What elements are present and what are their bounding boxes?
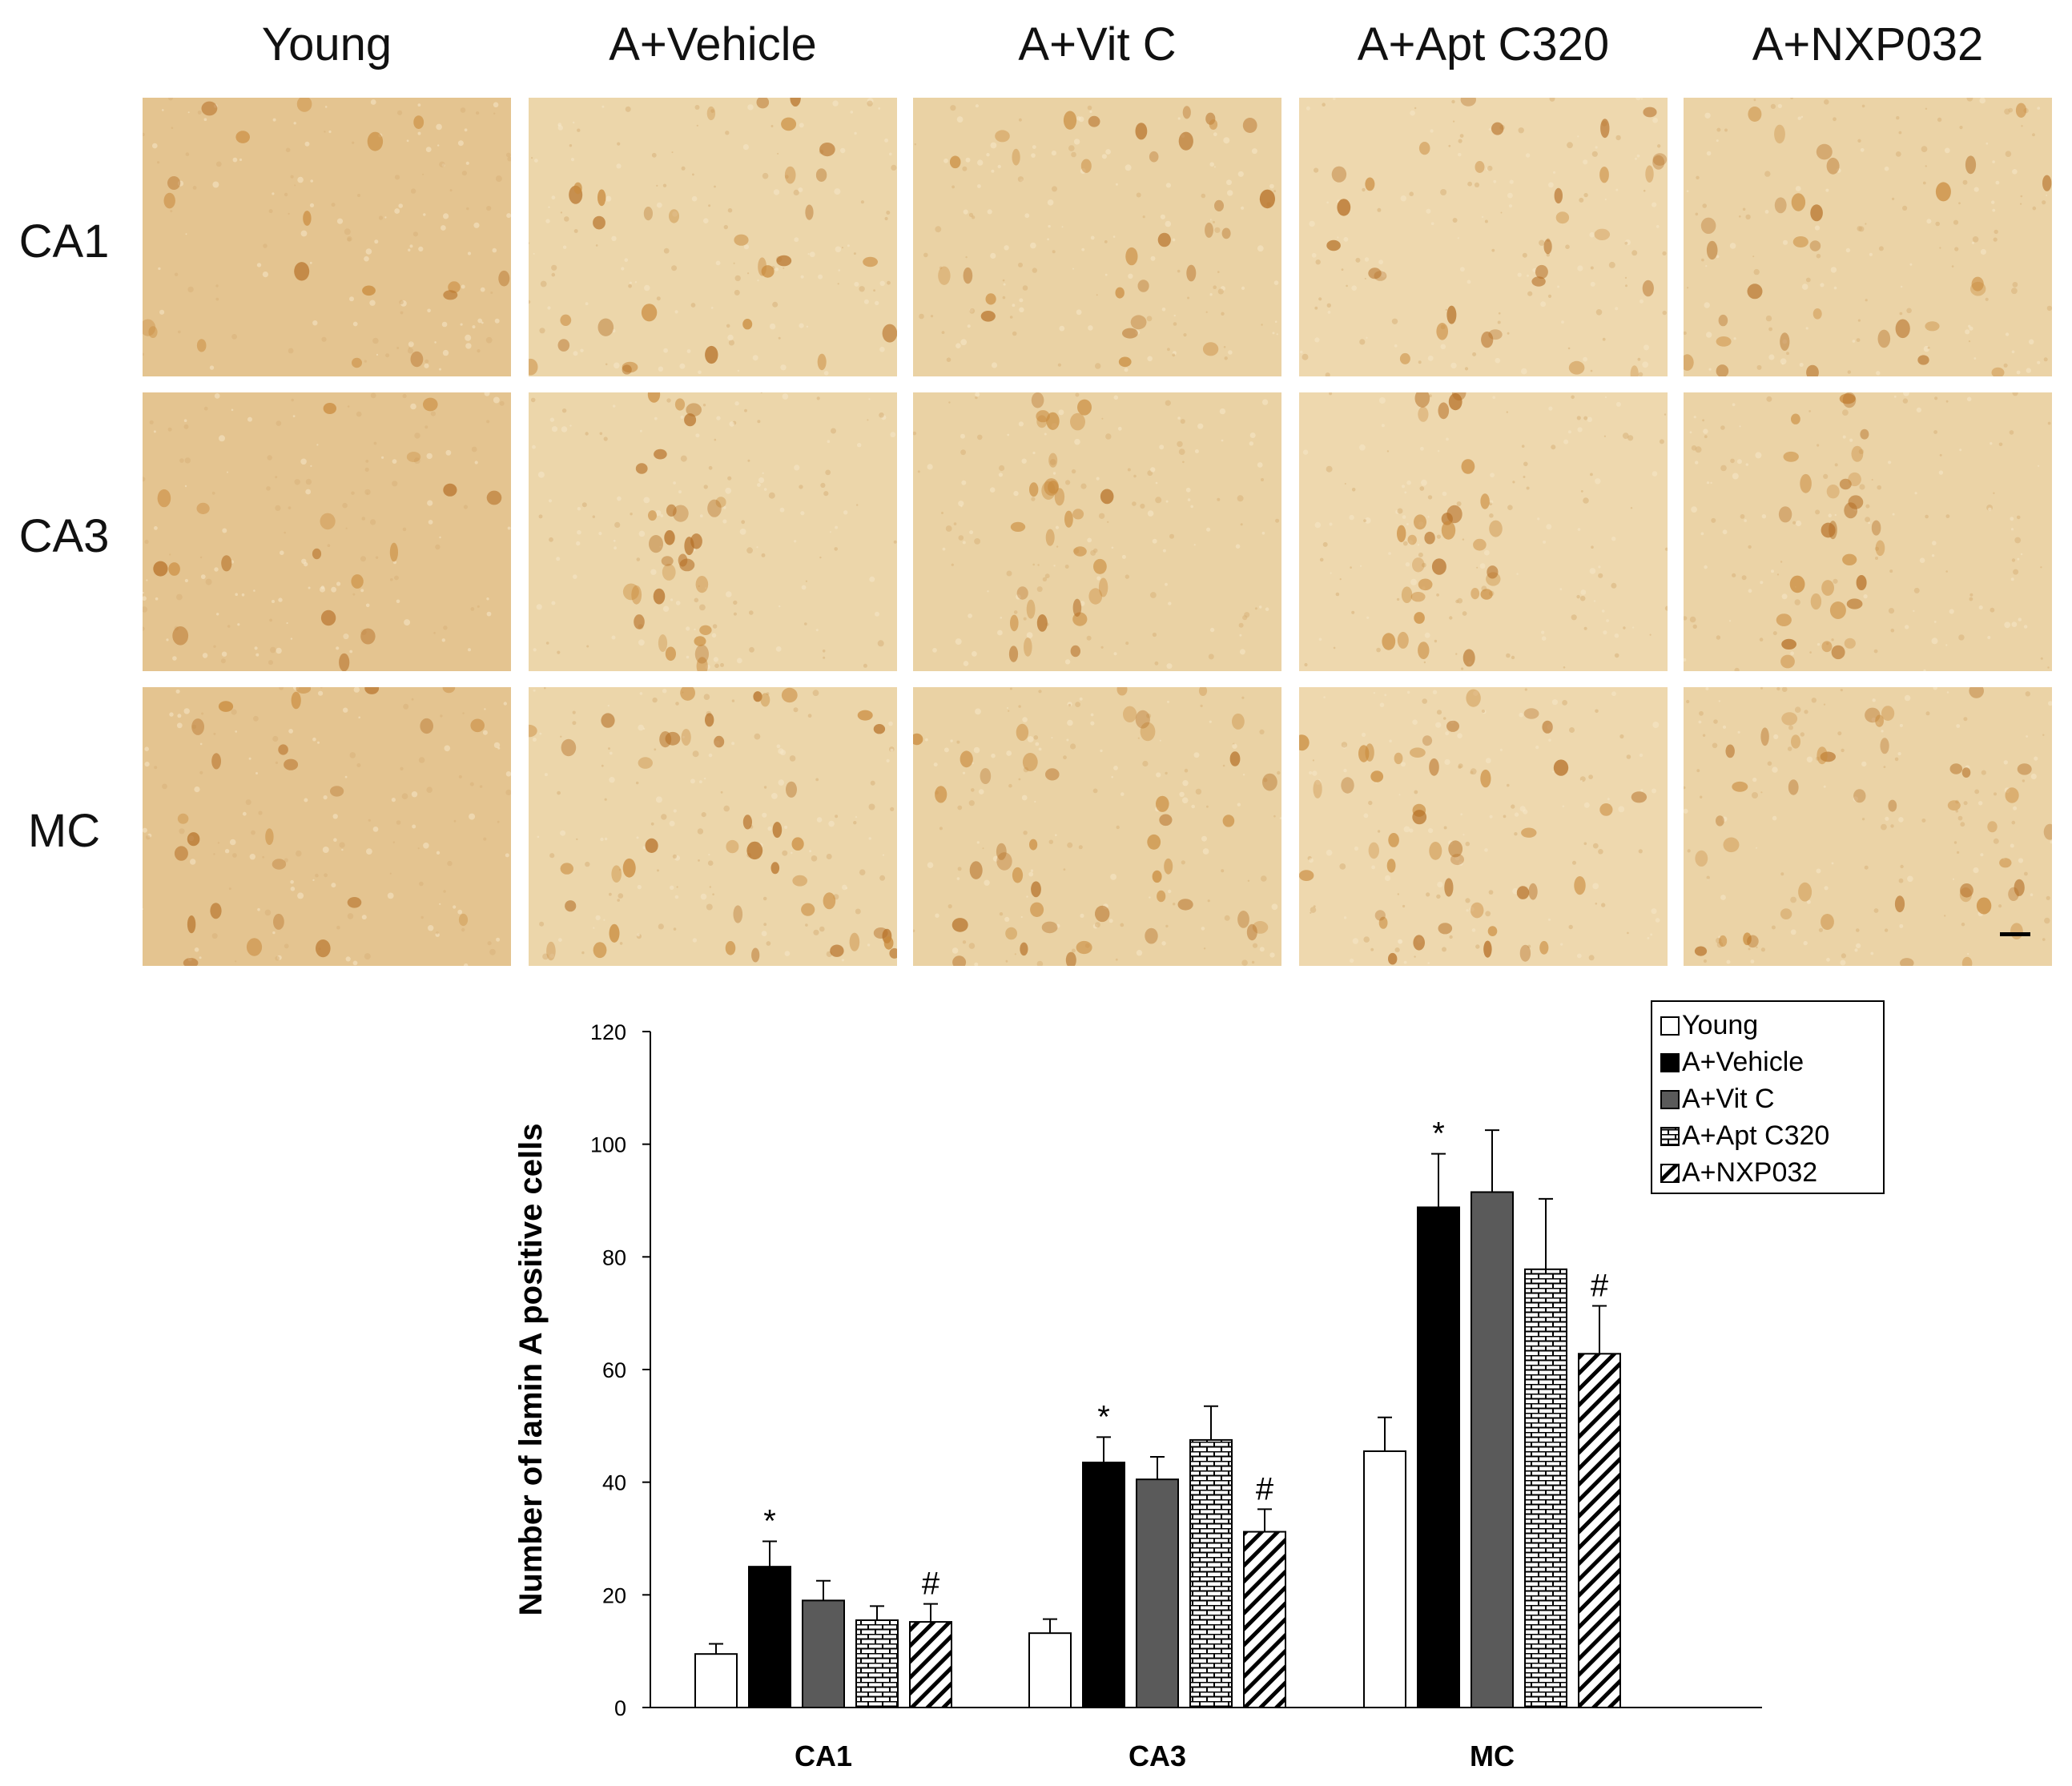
error-bar-ca1-a-nxp032 [923, 1603, 938, 1623]
column-label-a-vit-c: A+Vit C [1018, 18, 1177, 70]
micrograph-ca1-a-vehicle [529, 98, 897, 376]
micrograph-ca3-a-vit-c [913, 392, 1281, 671]
error-bar-mc-a-vehicle [1431, 1152, 1446, 1208]
y-tick-label-60: 60 [602, 1358, 626, 1382]
error-bar-ca3-a-vit-c [1150, 1456, 1165, 1480]
micrograph-ca1-a-apt-c320 [1299, 98, 1668, 376]
error-bar-ca3-a-apt-c320 [1204, 1405, 1218, 1440]
y-axis-label: Number of lamin A positive cells [513, 1124, 549, 1616]
bar-mc-a-apt-c320 [1524, 1268, 1567, 1708]
x-tick-label-ca1: CA1 [795, 1740, 852, 1772]
legend-label-a-apt-c320: A+Apt C320 [1682, 1120, 1829, 1151]
micrograph-mc-a-vehicle [529, 687, 897, 966]
column-label-a-apt-c320: A+Apt C320 [1357, 18, 1610, 70]
legend [1651, 1000, 1885, 1194]
significance-mark-mc-a-vehicle: * [1432, 1116, 1445, 1152]
error-bar-ca3-a-nxp032 [1257, 1508, 1272, 1532]
micrograph-ca3-a-apt-c320 [1299, 392, 1668, 671]
bar-ca3-a-vit-c [1136, 1478, 1179, 1709]
y-tick-label-40: 40 [602, 1471, 626, 1495]
error-bar-ca1-a-vehicle [762, 1540, 777, 1567]
row-label-ca1: CA1 [18, 215, 110, 267]
bar-ca1-a-nxp032 [909, 1621, 952, 1709]
micrograph-ca1-a-vit-c [913, 98, 1281, 376]
bar-mc-a-nxp032 [1578, 1353, 1621, 1708]
legend-swatch-a-vit-c [1660, 1090, 1680, 1109]
error-bar-mc-a-nxp032 [1592, 1305, 1607, 1354]
legend-swatch-a-apt-c320 [1660, 1127, 1680, 1146]
micrograph-ca3-a-vehicle [529, 392, 897, 671]
micrograph-mc-a-vit-c [913, 687, 1281, 966]
legend-label-a-vehicle: A+Vehicle [1682, 1047, 1804, 1077]
scale-bar [2000, 932, 2030, 936]
row-label-mc: MC [27, 805, 101, 857]
significance-mark-ca3-a-vehicle: * [1097, 1399, 1110, 1434]
x-tick-label-mc: MC [1470, 1740, 1515, 1772]
y-tick-label-100: 100 [590, 1133, 626, 1157]
error-bar-ca1-a-vit-c [816, 1579, 831, 1601]
micrograph-mc-a-nxp032 [1684, 687, 2052, 966]
bar-ca3-a-apt-c320 [1189, 1438, 1233, 1708]
legend-label-young: Young [1682, 1010, 1758, 1040]
row-label-ca3: CA3 [18, 510, 110, 562]
micrograph-mc-young [143, 687, 511, 966]
bar-mc-young [1363, 1450, 1406, 1708]
y-tick-label-120: 120 [590, 1020, 626, 1044]
error-bar-ca1-a-apt-c320 [870, 1605, 884, 1620]
error-bar-ca3-a-vehicle [1096, 1436, 1111, 1463]
significance-mark-mc-a-nxp032: # [1591, 1269, 1609, 1304]
significance-mark-ca1-a-nxp032: # [922, 1567, 940, 1602]
legend-label-a-vit-c: A+Vit C [1682, 1084, 1775, 1114]
legend-swatch-young [1660, 1016, 1680, 1036]
error-bar-mc-a-apt-c320 [1539, 1197, 1553, 1269]
bar-mc-a-vehicle [1417, 1206, 1460, 1708]
error-bar-ca3-young [1043, 1618, 1057, 1634]
legend-swatch-a-vehicle [1660, 1053, 1680, 1072]
bar-ca1-a-apt-c320 [855, 1619, 899, 1708]
micrograph-ca3-young [143, 392, 511, 671]
bar-ca3-a-nxp032 [1243, 1531, 1286, 1709]
bar-ca1-a-vehicle [748, 1566, 791, 1708]
x-tick-label-ca3: CA3 [1129, 1740, 1186, 1772]
legend-swatch-a-nxp032 [1660, 1164, 1680, 1183]
error-bar-ca1-young [709, 1643, 723, 1655]
significance-mark-ca1-a-vehicle: * [763, 1504, 776, 1539]
error-bar-mc-a-vit-c [1485, 1129, 1499, 1193]
column-label-a-nxp032: A+NXP032 [1752, 18, 1984, 70]
legend-label-a-nxp032: A+NXP032 [1682, 1157, 1817, 1188]
significance-mark-ca3-a-nxp032: # [1256, 1471, 1274, 1506]
error-bar-mc-young [1378, 1416, 1392, 1451]
micrograph-ca1-young [143, 98, 511, 376]
bar-ca3-a-vehicle [1082, 1462, 1125, 1709]
y-tick-label-20: 20 [602, 1583, 626, 1607]
column-label-young: Young [261, 18, 392, 70]
micrograph-ca3-a-nxp032 [1684, 392, 2052, 671]
bar-ca3-young [1028, 1632, 1072, 1709]
bar-mc-a-vit-c [1471, 1191, 1514, 1708]
column-label-a-vehicle: A+Vehicle [609, 18, 817, 70]
bar-ca1-a-vit-c [802, 1599, 845, 1709]
y-tick-label-80: 80 [602, 1245, 626, 1269]
micrograph-mc-a-apt-c320 [1299, 687, 1668, 966]
bar-ca1-young [694, 1653, 738, 1709]
micrograph-ca1-a-nxp032 [1684, 98, 2052, 376]
y-tick-label-0: 0 [614, 1696, 626, 1720]
